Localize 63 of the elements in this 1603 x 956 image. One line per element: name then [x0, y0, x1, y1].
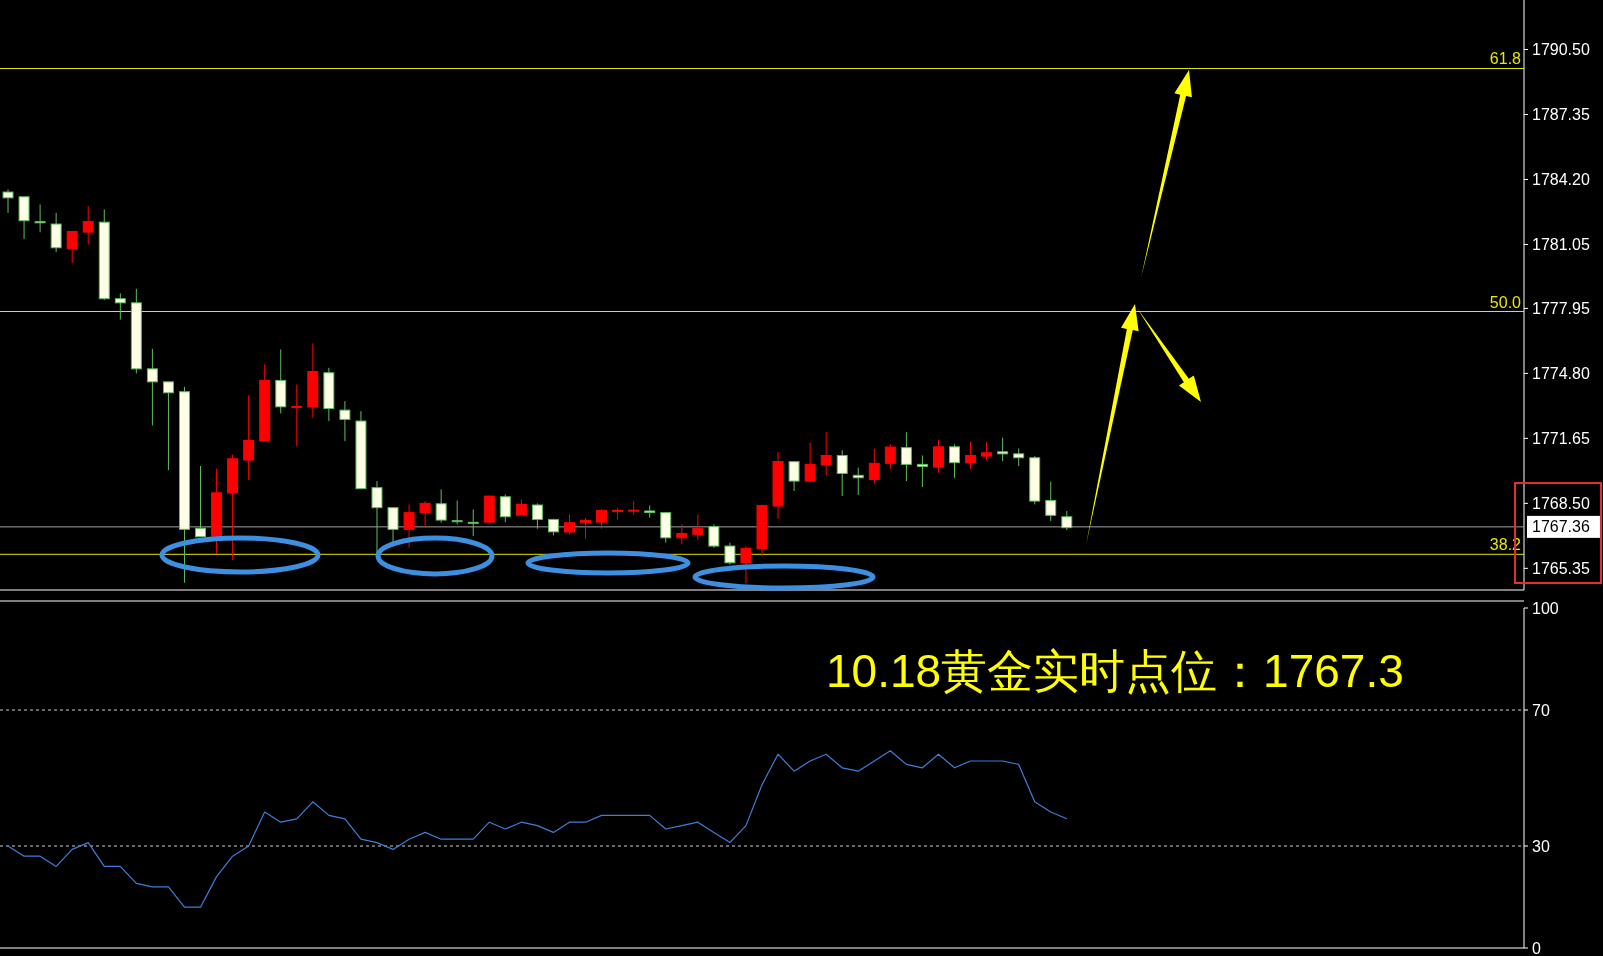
candlestick [371, 480, 383, 555]
candlestick [708, 523, 720, 549]
y-tick-label: 1765.35 [1532, 559, 1590, 577]
y-tick-label: 70 [1532, 701, 1550, 719]
candlestick [724, 542, 736, 565]
candlestick [836, 449, 848, 497]
y-tick-label: 1790.50 [1532, 41, 1590, 59]
candlestick [451, 499, 463, 525]
candlestick [162, 381, 174, 471]
candlestick [932, 439, 944, 474]
candlestick [884, 443, 896, 470]
candlestick [981, 441, 993, 461]
candlestick [997, 437, 1009, 462]
candlestick [788, 461, 800, 492]
candlestick [387, 507, 399, 544]
candlestick [676, 523, 688, 545]
y-tick-label: 30 [1532, 837, 1550, 855]
candlestick [531, 502, 543, 530]
candlestick [403, 503, 415, 549]
candlestick [82, 205, 94, 245]
y-tick-label: 1784.20 [1532, 171, 1590, 189]
y-tick-label: 1787.35 [1532, 106, 1590, 124]
candlestick [66, 230, 78, 264]
candlestick [740, 545, 752, 584]
candlestick [949, 443, 960, 479]
y-tick-label: 1777.95 [1532, 300, 1590, 318]
candlestick [1061, 510, 1073, 531]
candlestick [114, 292, 126, 321]
candlestick [18, 196, 30, 240]
candlestick [146, 348, 158, 426]
candlestick [195, 465, 206, 538]
candlestick [868, 448, 880, 484]
ref-line-label: 1767.36 [1532, 518, 1590, 536]
candlestick [900, 431, 912, 482]
candlestick [692, 514, 704, 541]
y-tick-label: 1771.65 [1532, 429, 1590, 447]
annotation: 10.18黄金实时点位：1767.3 [826, 645, 1404, 697]
y-tick-label: 100 [1532, 599, 1559, 617]
candlestick [2, 188, 14, 214]
line-series [7, 750, 1068, 908]
candlestick [1045, 481, 1057, 522]
candlestick [564, 514, 575, 535]
candlestick [965, 440, 977, 470]
candlestick [596, 508, 608, 530]
candlestick [916, 455, 928, 488]
candlestick [804, 442, 816, 483]
candlestick [243, 394, 255, 481]
y-tick-label: 1774.80 [1532, 364, 1590, 382]
candlestick [50, 212, 62, 253]
candlestick [339, 400, 351, 442]
annotation: 61.8 [1489, 50, 1522, 68]
candlestick [820, 431, 832, 476]
candlestick [34, 203, 46, 233]
candlestick [291, 384, 303, 447]
y-tick-label: 0 [1532, 939, 1541, 956]
candlestick [580, 517, 592, 540]
candlestick [499, 493, 511, 523]
candlestick [435, 488, 447, 524]
y-tick-label: 1768.50 [1532, 494, 1590, 512]
candlestick [419, 500, 431, 529]
y-tick-label: 1781.05 [1532, 236, 1590, 254]
candlestick [467, 508, 479, 537]
annotation: 50.0 [1489, 293, 1522, 311]
